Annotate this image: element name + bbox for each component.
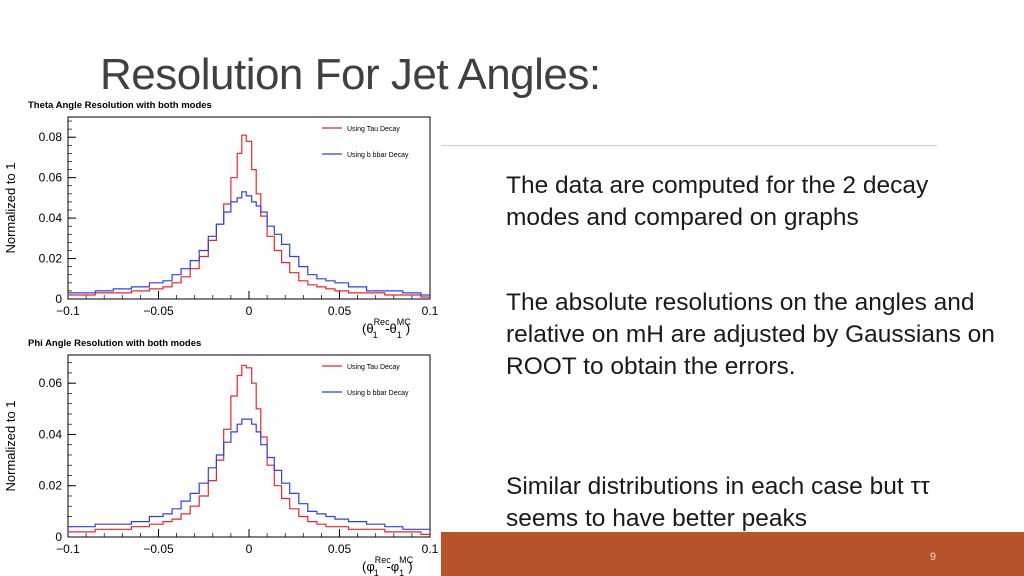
bullet-text-2: The absolute resolutions on the angles a… (506, 289, 995, 380)
x-tick-label: −0.1 (56, 304, 80, 318)
x-tick-label: 0.1 (422, 304, 439, 318)
y-tick-label: 0 (55, 292, 62, 306)
y-tick-label: 0 (55, 530, 62, 544)
legend-entry: Using b bbar Decay (347, 152, 409, 159)
y-tick-label: 0.06 (39, 376, 63, 390)
chart-svg: Theta Angle Resolution with both modes 0 0… (3, 100, 439, 338)
legend-entry: Using Tau Decay (347, 364, 400, 371)
y-tick-label: 0.04 (39, 211, 63, 225)
y-tick-label: 0.02 (39, 479, 63, 493)
slide-title: Resolution For Jet Angles: (100, 50, 601, 99)
chart-title: Theta Angle Resolution with both modes (28, 100, 212, 111)
x-axis-label: (θRec 1 -θMC 1) (362, 317, 411, 338)
series-line-bbbar-decay (68, 418, 430, 530)
bullet-text-1: The data are computed for the 2 decay mo… (506, 172, 929, 231)
y-tick-label: 0.04 (39, 427, 63, 441)
x-tick-label: −0.05 (143, 542, 174, 556)
title-divider (441, 145, 937, 146)
page-number: 9 (929, 551, 936, 563)
legend-entry: Using b bbar Decay (347, 390, 409, 397)
x-tick-label: 0 (246, 304, 253, 318)
theta-resolution-chart: Theta Angle Resolution with both modes 0 0… (0, 96, 440, 338)
y-axis-label: Normalized to 1 (3, 162, 18, 253)
legend-entry: Using Tau Decay (347, 126, 400, 133)
x-tick-label: 0.1 (422, 542, 439, 556)
chart-svg: Phi Angle Resolution with both modes 0 0.0… (3, 338, 439, 576)
bullet-text-3: Similar distributions in each case but τ… (506, 473, 930, 532)
x-axis-label: (φRec 1 -φMC 1) (362, 555, 414, 576)
chart-title: Phi Angle Resolution with both modes (28, 338, 201, 349)
x-tick-label: 0.05 (328, 304, 352, 318)
x-tick-label: −0.05 (143, 304, 174, 318)
y-tick-label: 0.02 (39, 252, 63, 266)
y-axis-label: Normalized to 1 (3, 400, 18, 491)
plot-frame (67, 116, 431, 300)
series-line-bbbar-decay (68, 191, 430, 296)
series-line-tau-decay (68, 364, 430, 535)
x-tick-label: 0 (246, 542, 253, 556)
phi-resolution-chart: Phi Angle Resolution with both modes 0 0.0… (0, 334, 440, 576)
footer-accent-bar: 9 (441, 532, 1024, 576)
plot-frame (67, 354, 431, 538)
series-line-tau-decay (68, 134, 430, 298)
y-tick-label: 0.06 (39, 171, 63, 185)
x-tick-label: 0.05 (328, 542, 352, 556)
x-tick-label: −0.1 (56, 542, 80, 556)
y-tick-label: 0.08 (39, 130, 63, 144)
